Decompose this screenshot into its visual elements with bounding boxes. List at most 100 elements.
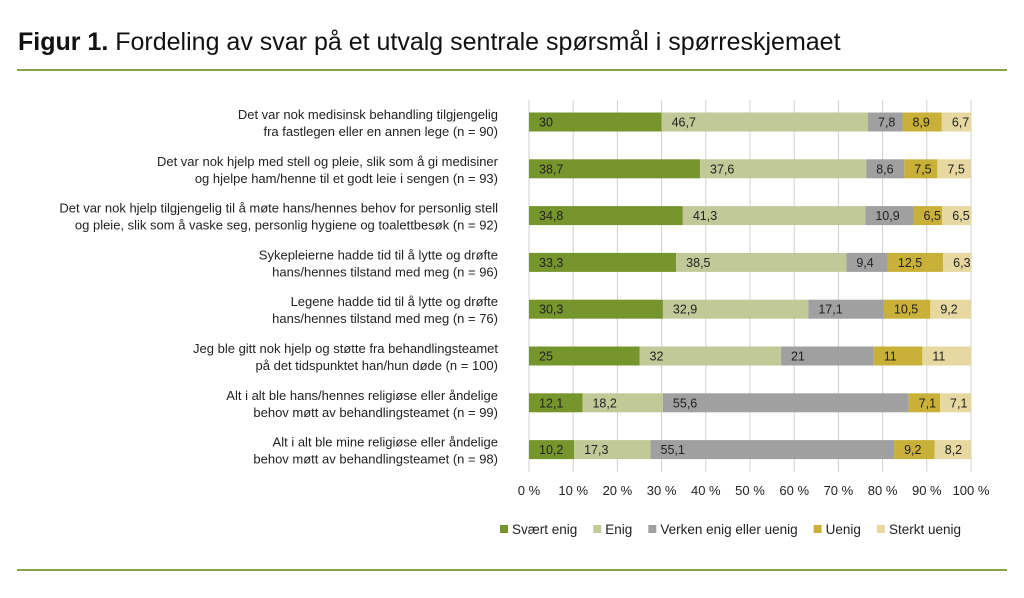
bar-segment [582,393,663,413]
bar-segment [866,159,905,179]
bar-segment [913,206,943,226]
data-label: 7,5 [947,162,964,176]
bar-segment [529,206,683,226]
data-label: 11 [932,350,945,364]
bar-segment [529,252,677,272]
bar-segment [780,346,874,366]
data-label: 7,1 [950,396,967,410]
bar-segment [700,159,867,179]
bar-segment [943,252,971,272]
data-label: 7,5 [914,162,931,176]
bar-segment [676,252,847,272]
bar-segment [922,346,971,366]
x-tick-label: 100 % [953,483,990,498]
data-label: 30 [539,116,553,130]
data-label: 38,7 [539,162,563,176]
bar-segment [529,393,583,413]
category-label: Det var nok hjelp med stell og pleie, sl… [157,154,499,169]
category-label: Det var nok medisinsk behandling tilgjen… [238,107,498,122]
bar-segment [529,112,662,132]
bar-segment [887,252,944,272]
data-label: 37,6 [710,162,734,176]
data-label: 32,9 [673,303,697,317]
legend-swatch [648,525,657,533]
data-label: 17,1 [818,303,842,317]
x-tick-label: 20 % [603,483,633,498]
bar-segment [650,440,895,460]
category-label: behov møtt av behandlingsteamet (n = 99) [253,405,498,420]
figure-title: Figur 1. Fordeling av svar på et utvalg … [18,28,841,57]
data-label: 6,5 [952,209,969,223]
legend-swatch [500,525,508,533]
data-label: 9,2 [940,303,957,317]
bar-segment [873,346,923,366]
category-label: hans/hennes tilstand med meg (n = 96) [272,264,498,279]
bar-segment [529,299,663,319]
x-tick-label: 60 % [779,483,809,498]
data-label: 7,8 [878,116,895,130]
bar-segment [662,393,909,413]
legend-swatch [813,525,822,533]
category-label: på det tidspunktet han/hun døde (n = 100… [256,358,498,373]
category-label: hans/hennes tilstand med meg (n = 76) [272,311,498,326]
data-label: 12,1 [539,396,563,410]
category-label: Legene hadde tid til å lytte og drøfte [291,294,498,309]
data-label: 11 [884,350,897,364]
bar-segment [662,299,809,319]
data-label: 41,3 [693,209,717,223]
bar-segment [529,159,701,179]
bar-segment [883,299,931,319]
category-label: fra fastlegen eller en annen lege (n = 9… [263,124,498,139]
bar-segment [865,206,914,226]
bar-segment [930,299,971,319]
category-label: og pleie, slik som å vaske seg, personli… [75,218,498,233]
legend-swatch [593,525,602,533]
x-tick-label: 80 % [868,483,898,498]
data-label: 10,9 [875,209,899,223]
bar-segment [574,440,651,460]
data-label: 8,6 [876,162,893,176]
bar-segment [937,159,971,179]
data-label: 55,6 [673,396,697,410]
category-label: Det var nok hjelp tilgjengelig til å møt… [59,201,498,216]
category-label: behov møtt av behandlingsteamet (n = 98) [253,452,498,467]
data-label: 8,9 [912,116,929,130]
bar-segment [808,299,884,319]
data-label: 46,7 [672,116,696,130]
bar-segment [846,252,888,272]
data-label: 7,1 [919,396,936,410]
data-label: 30,3 [539,303,563,317]
data-label: 6,7 [952,116,969,130]
data-label: 10,2 [539,443,563,457]
bar-segment [941,112,972,132]
data-label: 8,2 [945,443,962,457]
data-label: 6,5 [924,209,941,223]
data-label: 34,8 [539,209,563,223]
data-label: 33,3 [539,256,563,270]
x-tick-label: 70 % [824,483,854,498]
bottom-divider [17,569,1007,571]
data-label: 9,4 [856,256,873,270]
legend-label: Verken enig eller uenig [660,522,797,537]
figure-label: Figur 1. [18,28,109,56]
x-tick-label: 40 % [691,483,721,498]
bar-segment [904,159,938,179]
legend-label: Enig [605,522,632,537]
category-label: Alt i alt ble hans/hennes religiøse elle… [226,388,498,403]
bar-segment [661,112,869,132]
top-divider [17,69,1007,71]
x-tick-label: 90 % [912,483,942,498]
bar-segment [682,206,866,226]
x-tick-label: 10 % [558,483,588,498]
bar-segment [942,206,971,226]
data-label: 10,5 [894,303,918,317]
legend-label: Sterkt uenig [889,522,961,537]
bar-segment [934,440,971,460]
category-label: Sykepleierne hadde tid til å lytte og dr… [259,247,498,262]
bar-segment [894,440,935,460]
figure-title-text: Fordeling av svar på et utvalg sentrale … [115,28,841,56]
bar-segment [908,393,941,413]
data-label: 18,2 [592,396,616,410]
